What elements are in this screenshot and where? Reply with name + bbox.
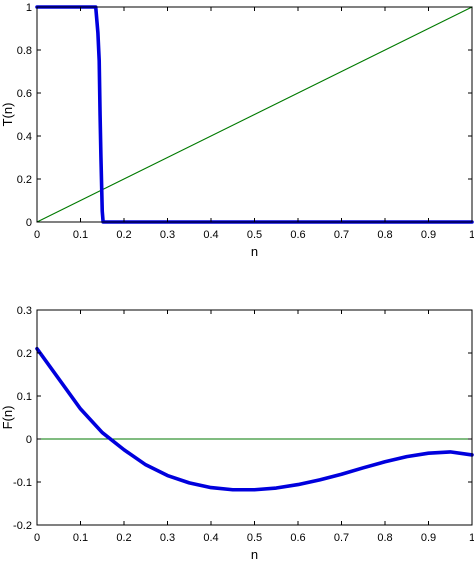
bottom-x-tick-label: 0.9 (421, 532, 436, 544)
top-y-tick-label: 0.8 (17, 45, 32, 57)
bottom-y-tick-label: 0.3 (17, 305, 32, 317)
top-y-tick-label: 0.2 (17, 174, 32, 186)
top-x-tick-label: 0.2 (116, 229, 131, 241)
bottom-series-blue-curve (35, 346, 474, 492)
bottom-y-tick-label: 0 (26, 434, 32, 446)
bottom-y-tick-label: 0.2 (17, 348, 32, 360)
top-x-tick-label: 0.7 (334, 229, 349, 241)
bottom-x-tick-label: 1 (469, 532, 474, 544)
top-series-blue-curve (35, 5, 474, 224)
bottom-x-tick-label: 0.7 (334, 532, 349, 544)
bottom-x-tick-label: 0.1 (73, 532, 88, 544)
bottom-x-tick-label: 0.6 (290, 532, 305, 544)
top-series-green-line (36, 6, 473, 223)
top-y-tick-label: 0.6 (17, 88, 32, 100)
top-x-tick-label: 0.8 (377, 229, 392, 241)
bottom-y-tick-label: 0.1 (17, 391, 32, 403)
bottom-y-axis-label: F(n) (0, 406, 15, 430)
bottom-x-tick-label: 0.5 (247, 532, 262, 544)
bottom-x-tick-label: 0.3 (160, 532, 175, 544)
top-x-tick-label: 0.1 (73, 229, 88, 241)
top-y-tick-label: 1 (26, 2, 32, 14)
bottom-y-tick-label: -0.1 (13, 477, 32, 489)
top-x-tick-label: 0.5 (247, 229, 262, 241)
bottom-plot: 0 0.1 0.2 0.3 0.4 0.5 0.6 0.7 0.8 0.9 1 -0.2 -0.1 0 0.… (0, 305, 474, 562)
bottom-y-tick-label: -0.2 (13, 520, 32, 532)
bottom-x-tick-label: 0 (34, 532, 40, 544)
top-x-tick-label: 0.9 (421, 229, 436, 241)
top-x-tick-label: 0 (34, 229, 40, 241)
top-x-tick-label: 1 (469, 229, 474, 241)
top-y-axis-label: T(n) (0, 103, 15, 127)
bottom-axes-frame (36, 309, 473, 526)
top-y-tick-label: 0 (26, 217, 32, 229)
bottom-x-tick-label: 0.8 (377, 532, 392, 544)
top-plot: 0 0.1 0.2 0.3 0.4 0.5 0.6 0.7 0.8 0.9 1 0 0.2 0.4 0.6 0… (0, 2, 474, 259)
top-x-axis-label: n (251, 244, 258, 259)
bottom-x-axis-label: n (251, 547, 258, 562)
top-x-tick-label: 0.4 (203, 229, 218, 241)
top-x-tick-label: 0.6 (290, 229, 305, 241)
top-x-tick-label: 0.3 (160, 229, 175, 241)
top-y-tick-label: 0.4 (17, 131, 32, 143)
bottom-x-tick-label: 0.2 (116, 532, 131, 544)
bottom-x-tick-label: 0.4 (203, 532, 218, 544)
